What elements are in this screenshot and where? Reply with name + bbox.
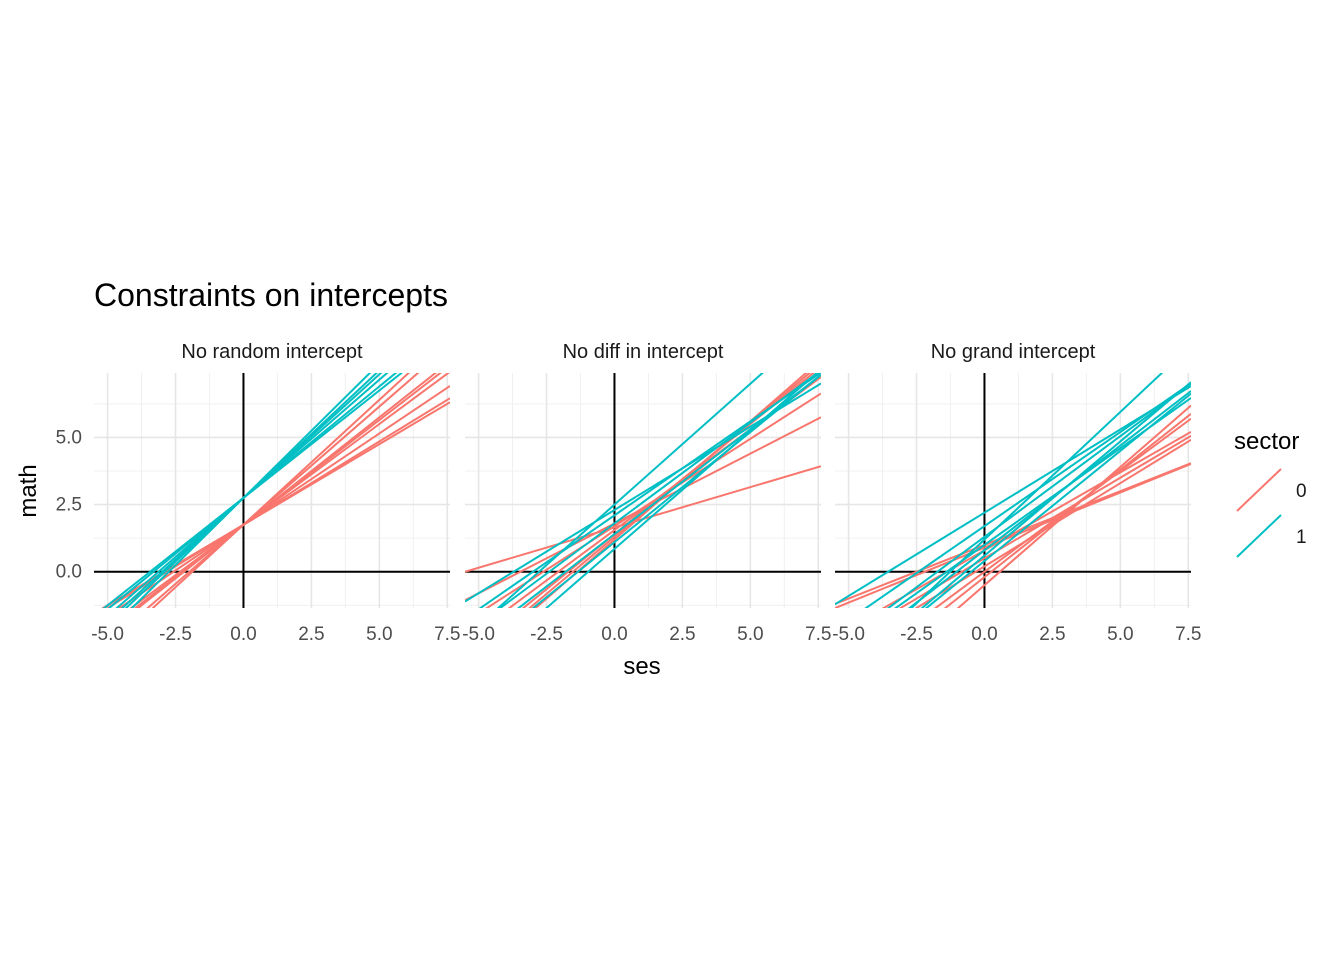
series-line-sector-1 xyxy=(531,374,821,608)
x-tick-label: 0.0 xyxy=(601,624,627,645)
series-line-sector-0 xyxy=(117,385,450,608)
series-line-sector-1 xyxy=(130,373,372,608)
panel-3: No grand intercept -5.0 -2.5 0.0 2.5 5.0 7.5 xyxy=(832,341,1201,645)
facet-strip-label: No diff in intercept xyxy=(563,341,724,363)
series-line-sector-0 xyxy=(943,413,1191,608)
series-line-sector-0 xyxy=(933,417,1191,608)
x-tick-label: -5.0 xyxy=(91,624,124,645)
series-line-sector-1 xyxy=(886,382,1191,608)
y-tick-label: 0.0 xyxy=(56,562,82,583)
x-tick-label: 2.5 xyxy=(298,624,324,645)
series-line-sector-1 xyxy=(894,397,1191,608)
x-tick-label: -2.5 xyxy=(530,624,563,645)
x-tick-label: 2.5 xyxy=(1039,624,1065,645)
series-line-sector-1 xyxy=(910,373,1164,608)
y-axis-title: math xyxy=(15,464,42,517)
series-line-sector-1 xyxy=(498,373,820,608)
legend: sector 0 1 xyxy=(1234,428,1307,558)
x-tick-label: 7.5 xyxy=(805,624,831,645)
series-line-sector-0 xyxy=(956,404,1191,608)
series-line-sector-1 xyxy=(107,373,398,608)
x-tick-label: 2.5 xyxy=(669,624,695,645)
y-tick-label: 5.0 xyxy=(56,427,82,448)
panel-lines xyxy=(835,373,1191,608)
x-axis-title: ses xyxy=(623,653,660,680)
series-line-sector-0 xyxy=(534,373,808,608)
x-tick-label: -5.0 xyxy=(832,624,865,645)
series-line-sector-0 xyxy=(146,373,420,608)
panel-lines xyxy=(101,373,450,608)
legend-label-1: 1 xyxy=(1296,527,1307,548)
series-line-sector-0 xyxy=(151,373,411,608)
series-line-sector-1 xyxy=(545,373,819,608)
x-tick-label: 7.5 xyxy=(1175,624,1201,645)
x-tick-label: -5.0 xyxy=(462,624,495,645)
series-line-sector-1 xyxy=(835,385,1191,606)
series-line-sector-1 xyxy=(924,392,1191,608)
x-tick-label: -2.5 xyxy=(900,624,933,645)
x-tick-label: 7.5 xyxy=(434,624,460,645)
series-line-sector-1 xyxy=(864,382,1191,608)
x-tick-label: 5.0 xyxy=(737,624,763,645)
chart-title: Constraints on intercepts xyxy=(94,277,448,313)
panel-1: No random intercept -5.0 -2.5 0.0 2.5 5.0 7.5 0… xyxy=(56,341,461,645)
x-tick-label: 0.0 xyxy=(971,624,997,645)
x-tick-label: 5.0 xyxy=(1107,624,1133,645)
x-tick-label: 0.0 xyxy=(230,624,256,645)
panel-2: No diff in intercept -5.0 -2.5 0.0 2.5 5.0 7.5 xyxy=(462,341,831,645)
facet-strip-label: No random intercept xyxy=(181,341,363,363)
legend-key-1 xyxy=(1236,514,1282,558)
series-line-sector-0 xyxy=(914,438,1191,608)
x-tick-label: 5.0 xyxy=(366,624,392,645)
x-tick-label: -2.5 xyxy=(159,624,192,645)
panel-lines xyxy=(465,373,821,608)
panels: No random intercept -5.0 -2.5 0.0 2.5 5.0 7.5 0… xyxy=(56,341,1202,645)
y-tick-label: 2.5 xyxy=(56,495,82,516)
series-line-sector-1 xyxy=(496,373,764,608)
series-line-sector-0 xyxy=(136,373,438,608)
series-line-sector-1 xyxy=(124,373,378,608)
legend-label-0: 0 xyxy=(1296,481,1307,502)
series-line-sector-1 xyxy=(920,381,1191,608)
legend-title: sector xyxy=(1234,428,1299,455)
series-line-sector-0 xyxy=(881,431,1191,608)
series-line-sector-0 xyxy=(105,397,450,608)
series-line-sector-0 xyxy=(835,462,1191,608)
legend-key-0 xyxy=(1236,468,1282,512)
series-line-sector-0 xyxy=(898,434,1191,608)
series-line-sector-1 xyxy=(907,390,1191,608)
facet-strip-label: No grand intercept xyxy=(931,341,1096,363)
